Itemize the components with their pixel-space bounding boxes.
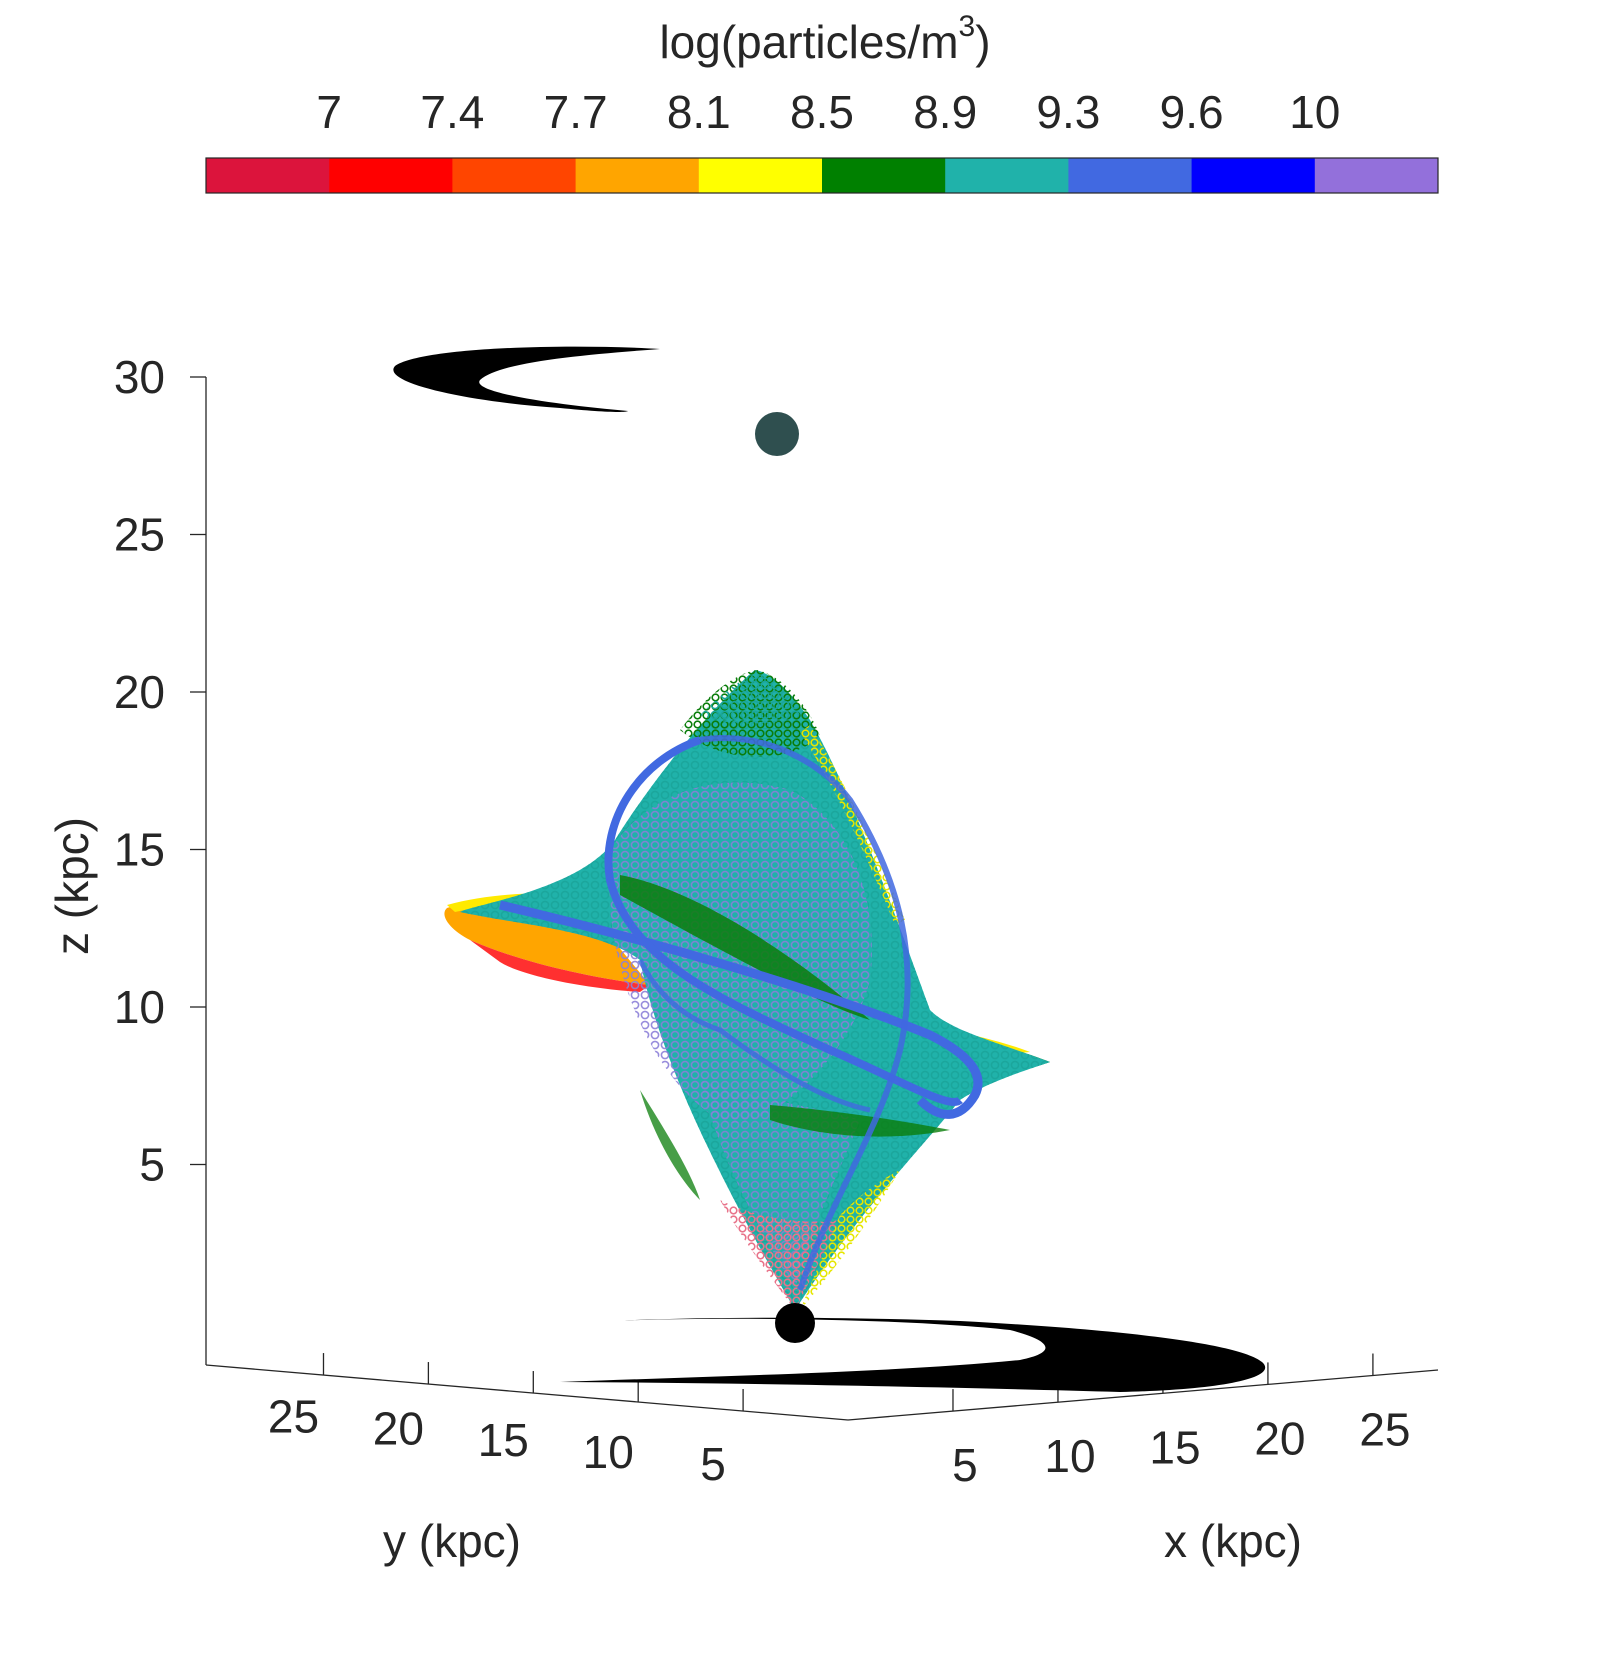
y-tick-label: 20 (373, 1402, 424, 1454)
x-tick-label: 20 (1254, 1412, 1305, 1464)
z-axis-ticks: 5 10 15 20 25 30 (114, 351, 206, 1191)
shadow-top (393, 346, 660, 412)
colorbar-block-6 (945, 158, 1069, 193)
colorbar-frame (205, 157, 1439, 194)
colorbar-block-1 (329, 158, 453, 193)
z-tick-label: 15 (114, 824, 165, 876)
colorbar: log(particles/m3) 7 7.4 7.7 8.1 8.5 8.9 9.3 9.6… (205, 10, 1439, 194)
z-tick-label: 20 (114, 666, 165, 718)
y-tick-label: 15 (478, 1414, 529, 1466)
particle-surface (444, 670, 1050, 1310)
colorbar-block-7 (1068, 158, 1193, 193)
colorbar-tick-label: 8.9 (913, 86, 977, 138)
x-axis-ticks: 5 10 15 20 25 (952, 1353, 1410, 1491)
x-axis-line (847, 1369, 1439, 1421)
marker-sphere-top (755, 412, 799, 456)
z-tick-label: 5 (139, 1139, 165, 1191)
x-axis-label: x (kpc) (1164, 1515, 1302, 1567)
x-tick-label: 10 (1044, 1430, 1095, 1482)
y-tick-label: 25 (268, 1390, 319, 1442)
x-tick-label: 15 (1149, 1421, 1200, 1473)
y-axis-line (205, 1364, 849, 1421)
colorbar-block-3 (575, 158, 700, 193)
colorbar-tick-label: 8.5 (790, 86, 854, 138)
colorbar-tick-label: 9.3 (1036, 86, 1100, 138)
colorbar-block-9 (1314, 158, 1439, 193)
colorbar-block-0 (206, 158, 330, 193)
colorbar-tick-label: 9.6 (1160, 86, 1224, 138)
colorbar-title-suffix: ) (975, 16, 990, 68)
colorbar-tick-label: 7 (316, 86, 342, 138)
colorbar-tick-label: 8.1 (667, 86, 731, 138)
marker-sphere-bottom (775, 1303, 815, 1343)
z-tick-label: 30 (114, 351, 165, 403)
z-tick-label: 25 (114, 509, 165, 561)
colorbar-block-4 (698, 158, 823, 193)
colorbar-title: log(particles/m3) (659, 10, 990, 68)
y-tick-label: 10 (583, 1426, 634, 1478)
axes-3d (205, 377, 1439, 1421)
colorbar-title-superscript: 3 (959, 10, 976, 43)
colorbar-block-5 (822, 158, 946, 193)
y-axis-ticks: 5 10 15 20 25 (268, 1353, 744, 1490)
colorbar-ticks: 7 7.4 7.7 8.1 8.5 8.9 9.3 9.6 10 (316, 86, 1340, 138)
colorbar-block-2 (452, 158, 577, 193)
y-axis-label: y (kpc) (383, 1515, 521, 1567)
y-tick-label: 5 (700, 1438, 726, 1490)
colorbar-tick-label: 7.4 (420, 86, 484, 138)
colorbar-tick-label: 7.7 (544, 86, 608, 138)
z-axis-label: z (kpc) (46, 817, 98, 955)
shadow-bottom (560, 1317, 1266, 1392)
colorbar-block-8 (1191, 158, 1316, 193)
x-tick-label: 5 (952, 1439, 978, 1491)
x-tick-label: 25 (1359, 1404, 1410, 1456)
colorbar-tick-label: 10 (1289, 86, 1340, 138)
z-tick-label: 10 (114, 981, 165, 1033)
colorbar-blocks (206, 158, 1439, 193)
colorbar-title-main: log(particles/m (659, 16, 958, 68)
